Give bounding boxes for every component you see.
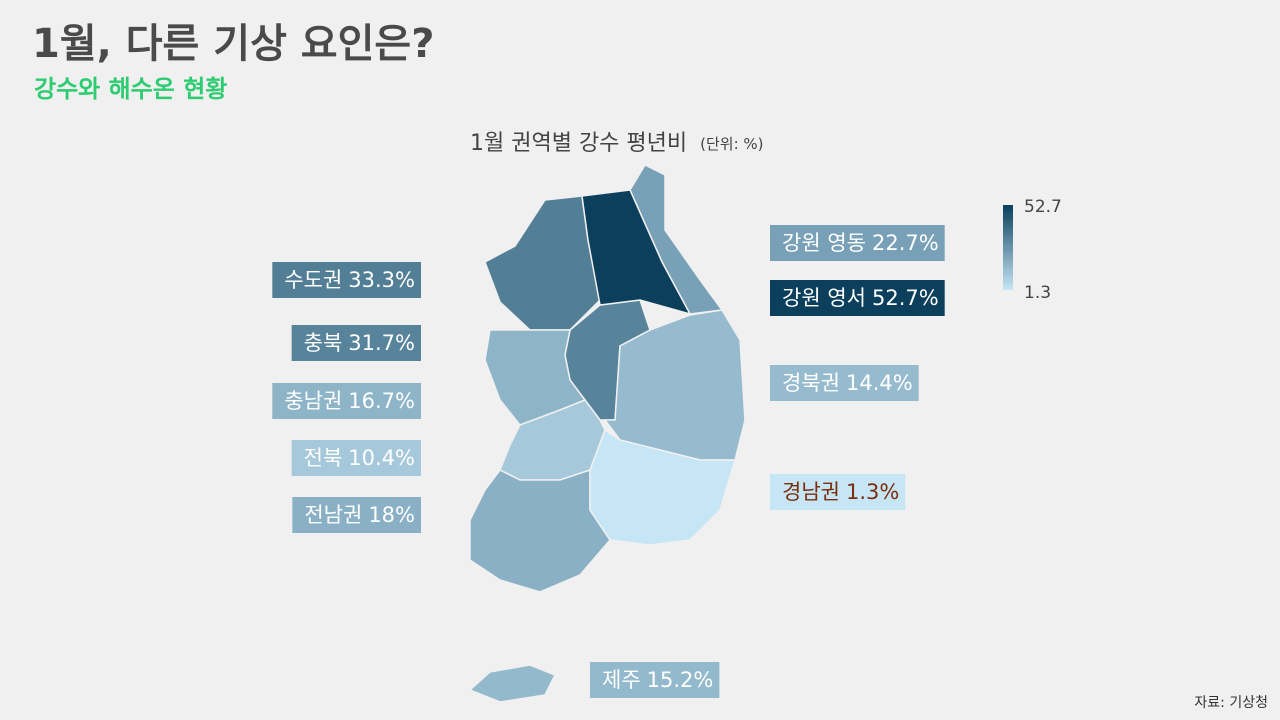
- region-label: 제주 15.2%: [602, 668, 713, 692]
- source: 자료: 기상청: [1194, 695, 1268, 711]
- region-label: 전남권 18%: [304, 503, 415, 527]
- region-label: 강원 영서 52.7%: [782, 286, 939, 310]
- region-value: 33.3%: [348, 268, 415, 292]
- label-box: [292, 497, 421, 533]
- colorbar: [1003, 205, 1013, 290]
- label-box: [272, 262, 421, 298]
- region-value: 22.7%: [872, 231, 939, 255]
- region: [469, 468, 611, 593]
- region-value: 31.7%: [348, 331, 415, 355]
- region-label: 충남권 16.7%: [284, 389, 415, 413]
- region-label: 충북 31.7%: [304, 331, 415, 355]
- colorbar-max: 52.7: [1024, 197, 1062, 217]
- region-name: 경남권: [782, 480, 840, 504]
- colorbar-min: 1.3: [1024, 283, 1051, 303]
- map-title-text: 1월 권역별 강수 평년비: [470, 131, 687, 156]
- label-box: [291, 440, 421, 476]
- region-label: 강원 영동 22.7%: [782, 231, 939, 255]
- region: [484, 195, 601, 331]
- label-box: [272, 383, 421, 419]
- map: [468, 164, 746, 703]
- unit: (단위: %): [700, 135, 763, 153]
- region-label: 경남권 1.3%: [782, 480, 899, 504]
- label-box: [770, 474, 906, 510]
- region-name: 제주: [602, 668, 641, 692]
- region-value: 52.7%: [872, 286, 939, 310]
- label-box: [770, 225, 945, 261]
- region-name: 전남권: [304, 503, 362, 527]
- label-box: [770, 280, 945, 316]
- region: [581, 189, 692, 316]
- region-value: 15.2%: [647, 668, 714, 692]
- region-label: 경북권 14.4%: [782, 371, 913, 395]
- region-name: 경북권: [782, 371, 840, 395]
- region: [468, 664, 557, 703]
- region-value: 1.3%: [846, 480, 899, 504]
- region-name: 전북: [304, 446, 343, 470]
- region-name: 충북: [304, 331, 343, 355]
- region-value: 14.4%: [846, 371, 913, 395]
- region-value: 16.7%: [348, 389, 415, 413]
- label-box: [590, 662, 720, 698]
- region-label: 전북 10.4%: [304, 446, 415, 470]
- region-name: 충남권: [284, 389, 342, 413]
- label-box: [291, 325, 421, 361]
- region-name: 강원 영동: [782, 231, 866, 255]
- map-title: 1월 권역별 강수 평년비 (단위: %): [470, 131, 764, 156]
- region-name: 강원 영서: [782, 286, 866, 310]
- region-value: 18%: [368, 503, 415, 527]
- label-box: [770, 365, 919, 401]
- region-value: 10.4%: [348, 446, 415, 470]
- region-name: 수도권: [284, 268, 342, 292]
- title: 1월, 다른 기상 요인은?: [32, 21, 434, 67]
- subtitle: 강수와 해수온 현황: [34, 75, 227, 103]
- region: [589, 428, 737, 546]
- region-label: 수도권 33.3%: [284, 268, 415, 292]
